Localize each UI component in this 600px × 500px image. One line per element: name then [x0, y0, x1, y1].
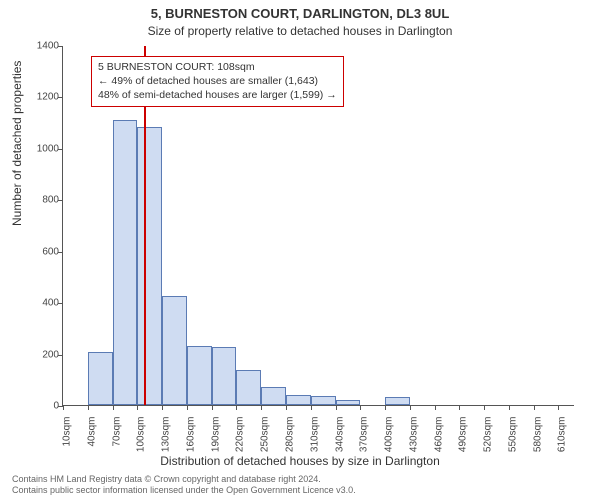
x-tick-label: 160sqm: [185, 417, 196, 453]
y-tick-label: 200: [42, 349, 59, 360]
x-tick-label: 190sqm: [210, 417, 221, 453]
x-tick-mark: [311, 405, 312, 410]
page-title: 5, BURNESTON COURT, DARLINGTON, DL3 8UL: [0, 6, 600, 21]
x-tick-mark: [558, 405, 559, 410]
x-tick-label: 130sqm: [161, 417, 172, 453]
x-tick-mark: [137, 405, 138, 410]
x-tick-mark: [88, 405, 89, 410]
x-tick-label: 610sqm: [557, 417, 568, 453]
histogram-bar: [236, 370, 261, 405]
x-tick-mark: [534, 405, 535, 410]
y-tick-label: 800: [42, 195, 59, 206]
x-tick-mark: [459, 405, 460, 410]
chart-container: 5, BURNESTON COURT, DARLINGTON, DL3 8UL …: [0, 0, 600, 500]
x-tick-label: 220sqm: [235, 417, 246, 453]
y-tick-mark: [58, 303, 63, 304]
histogram-bar: [286, 395, 311, 405]
x-tick-label: 280sqm: [284, 417, 295, 453]
x-tick-label: 490sqm: [458, 417, 469, 453]
annotation-line3: 48% of semi-detached houses are larger (…: [98, 88, 337, 102]
x-tick-label: 430sqm: [408, 417, 419, 453]
x-tick-label: 580sqm: [532, 417, 543, 453]
footer-line2: Contains public sector information licen…: [12, 485, 356, 496]
x-tick-label: 340sqm: [334, 417, 345, 453]
annotation-line2: ← 49% of detached houses are smaller (1,…: [98, 74, 337, 88]
y-tick-label: 600: [42, 246, 59, 257]
x-tick-mark: [187, 405, 188, 410]
plot-area: 020040060080010001200140010sqm40sqm70sqm…: [62, 46, 574, 406]
y-tick-mark: [58, 355, 63, 356]
histogram-bar: [212, 347, 237, 405]
histogram-bar: [137, 127, 162, 405]
y-tick-mark: [58, 252, 63, 253]
x-tick-mark: [509, 405, 510, 410]
y-tick-label: 1400: [37, 41, 59, 52]
x-tick-mark: [212, 405, 213, 410]
x-tick-label: 310sqm: [309, 417, 320, 453]
x-tick-label: 250sqm: [260, 417, 271, 453]
x-axis-label: Distribution of detached houses by size …: [0, 454, 600, 468]
histogram-bar: [311, 396, 336, 405]
x-tick-mark: [162, 405, 163, 410]
y-tick-label: 1000: [37, 143, 59, 154]
y-tick-mark: [58, 97, 63, 98]
x-tick-label: 370sqm: [359, 417, 370, 453]
x-tick-mark: [113, 405, 114, 410]
x-tick-mark: [336, 405, 337, 410]
x-tick-label: 400sqm: [384, 417, 395, 453]
x-tick-label: 520sqm: [483, 417, 494, 453]
annotation-line1: 5 BURNESTON COURT: 108sqm: [98, 60, 337, 74]
y-tick-label: 1200: [37, 92, 59, 103]
x-tick-label: 10sqm: [62, 417, 73, 447]
x-tick-label: 460sqm: [433, 417, 444, 453]
footer-line1: Contains HM Land Registry data © Crown c…: [12, 474, 356, 485]
x-tick-mark: [286, 405, 287, 410]
y-tick-mark: [58, 149, 63, 150]
x-tick-mark: [484, 405, 485, 410]
x-tick-mark: [63, 405, 64, 410]
histogram-bar: [187, 346, 212, 405]
x-tick-mark: [236, 405, 237, 410]
footer-attribution: Contains HM Land Registry data © Crown c…: [12, 474, 356, 497]
x-tick-mark: [360, 405, 361, 410]
histogram-bar: [336, 400, 361, 405]
x-tick-mark: [261, 405, 262, 410]
y-tick-label: 400: [42, 298, 59, 309]
histogram-bar: [113, 120, 138, 405]
y-tick-mark: [58, 200, 63, 201]
histogram-bar: [385, 397, 410, 405]
x-tick-mark: [435, 405, 436, 410]
y-axis-label: Number of detached properties: [10, 61, 24, 226]
x-tick-label: 100sqm: [136, 417, 147, 453]
chart-subtitle: Size of property relative to detached ho…: [0, 24, 600, 38]
x-tick-mark: [410, 405, 411, 410]
x-tick-mark: [385, 405, 386, 410]
x-tick-label: 40sqm: [86, 417, 97, 447]
x-tick-label: 70sqm: [111, 417, 122, 447]
histogram-bar: [162, 296, 187, 405]
histogram-bar: [88, 352, 113, 405]
y-tick-mark: [58, 46, 63, 47]
annotation-box: 5 BURNESTON COURT: 108sqm ← 49% of detac…: [91, 56, 344, 107]
histogram-bar: [261, 387, 286, 405]
x-tick-label: 550sqm: [507, 417, 518, 453]
